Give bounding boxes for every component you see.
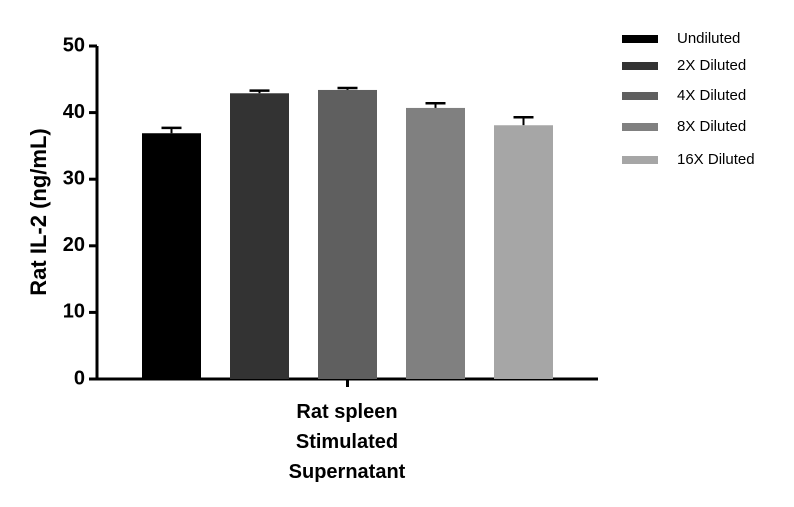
legend-swatch — [622, 156, 658, 164]
bar — [494, 125, 553, 379]
y-tick-label: 20 — [63, 234, 85, 256]
legend-swatch — [622, 62, 658, 70]
legend-label: Undiluted — [677, 30, 740, 47]
legend-label: 8X Diluted — [677, 118, 746, 135]
y-tick-label: 10 — [63, 301, 85, 323]
y-tick-label: 50 — [63, 34, 85, 56]
y-tick-label: 30 — [63, 167, 85, 189]
legend-label: 2X Diluted — [677, 57, 746, 74]
legend-label: 16X Diluted — [677, 151, 755, 168]
y-axis-label: Rat IL-2 (ng/mL) — [26, 128, 51, 295]
bar — [142, 133, 201, 379]
y-tick-label: 40 — [63, 101, 85, 123]
y-tick-label: 0 — [74, 367, 85, 389]
legend-swatch — [622, 92, 658, 100]
legend-label: 4X Diluted — [677, 87, 746, 104]
legend-swatch — [622, 35, 658, 43]
bar — [406, 107, 465, 380]
legend-swatch — [622, 123, 658, 131]
bar — [318, 89, 377, 380]
x-tick-label: Rat spleen Stimulated Supernatant — [288, 401, 406, 483]
bar — [230, 93, 289, 379]
